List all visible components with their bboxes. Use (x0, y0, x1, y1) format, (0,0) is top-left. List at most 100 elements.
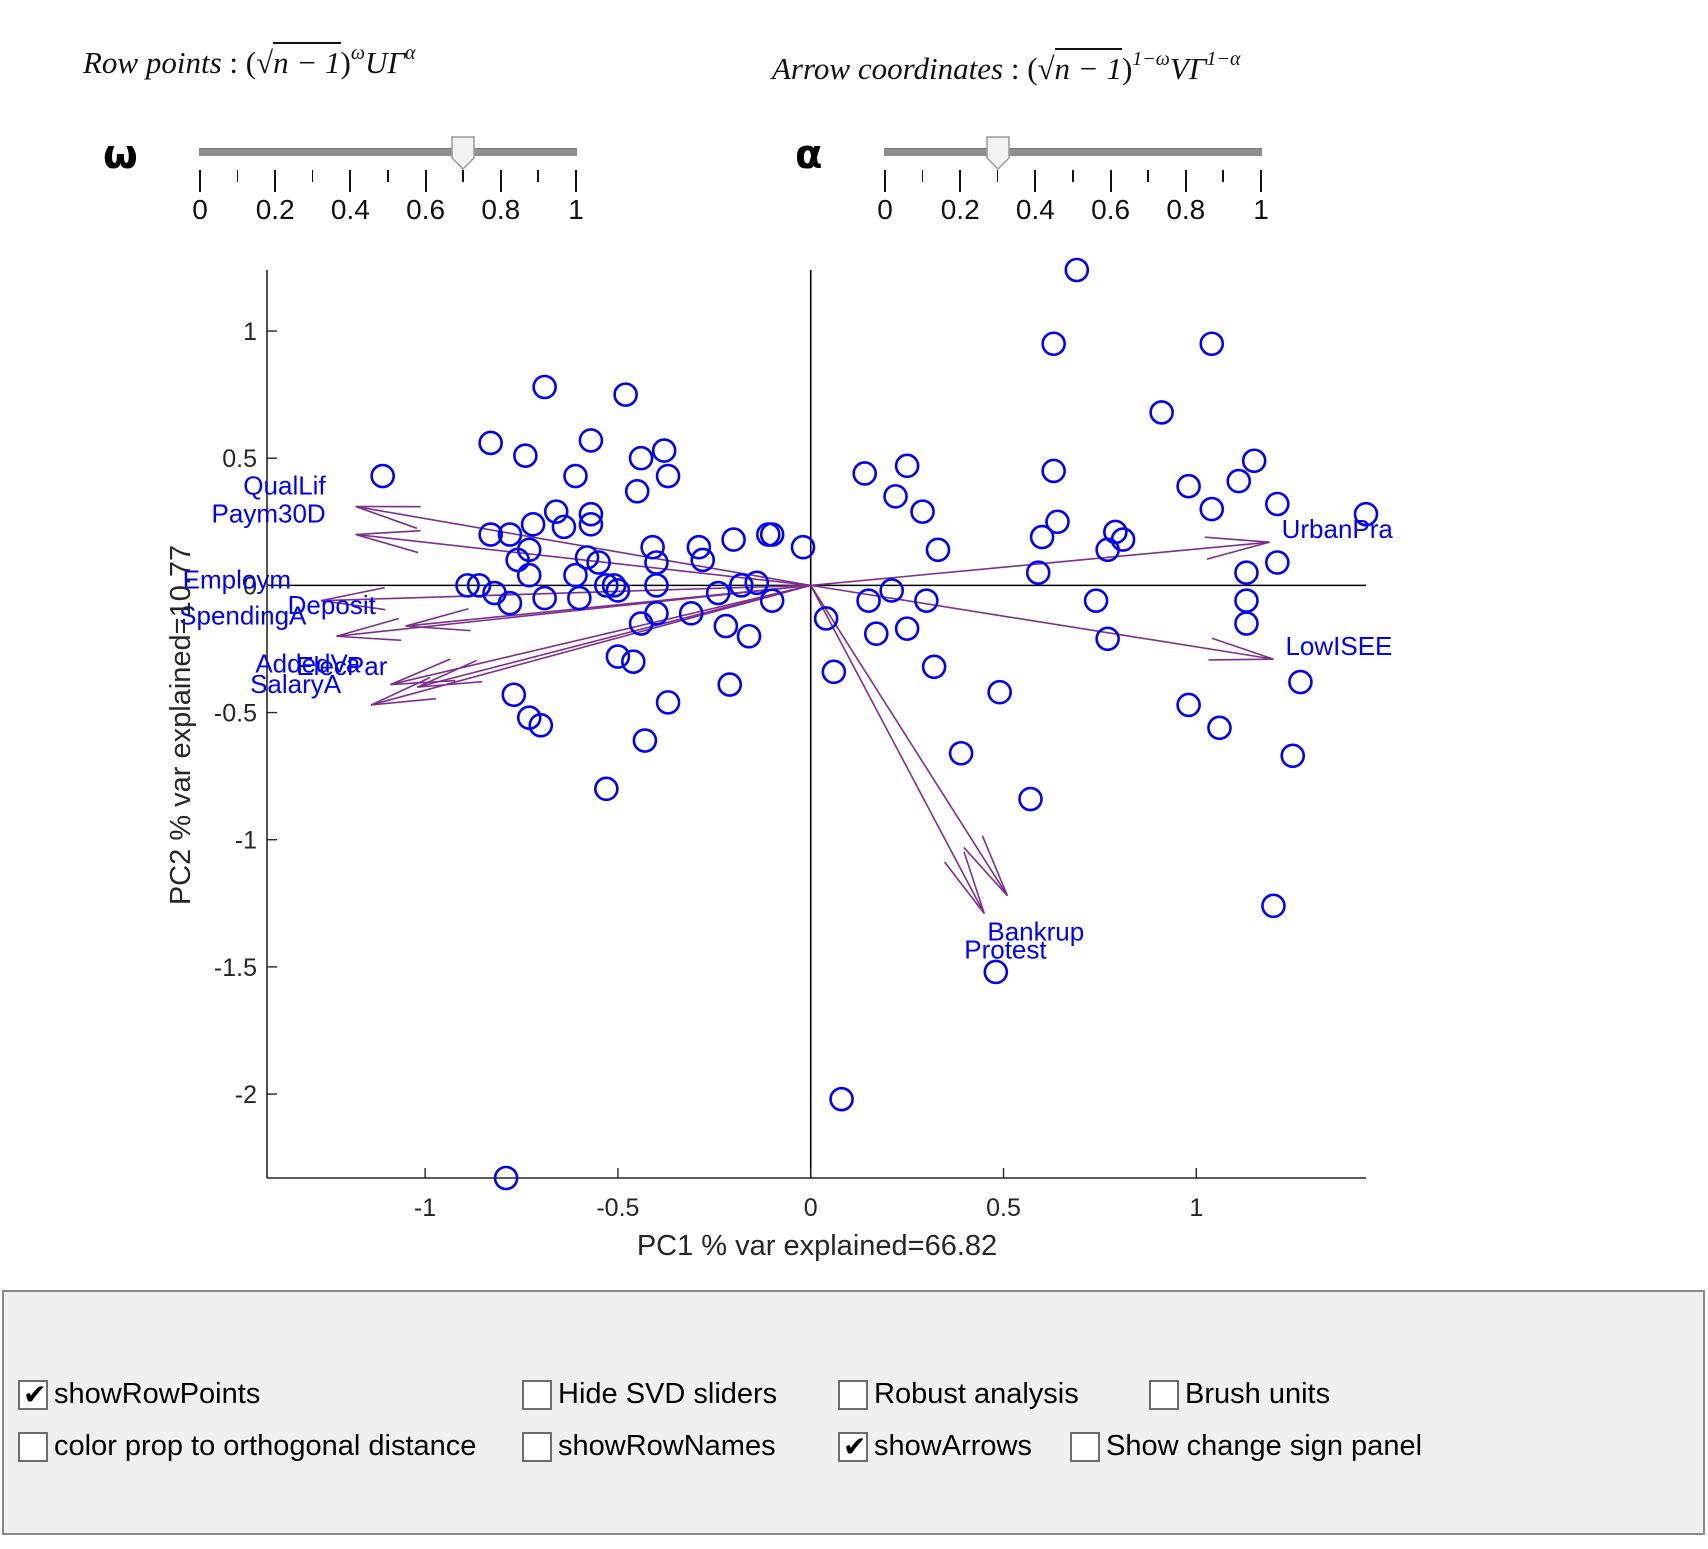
row-points-formula: Row points : (√n − 1)ωUΓα (83, 42, 416, 80)
slider-tick-label: 0.4 (1015, 194, 1055, 225)
row-point (567, 585, 592, 611)
row-point (501, 682, 527, 708)
slider-tick (236, 170, 239, 182)
row-point (1041, 331, 1066, 357)
arrow-shaft (810, 584, 1274, 660)
row-point (1199, 331, 1225, 357)
row-point (578, 428, 604, 453)
row-point (736, 623, 762, 649)
show-row-names-checkbox[interactable]: showRowNames (522, 1430, 776, 1463)
slider-tick (311, 170, 314, 182)
slider-tick-label: 0.8 (1166, 194, 1206, 225)
row-point (1207, 715, 1232, 741)
row-point (624, 478, 650, 504)
alpha-slider[interactable]: 0 0.2 0.4 0.6 0.8 1 (877, 136, 1269, 236)
checkbox-box[interactable]: ✔ (838, 1430, 868, 1463)
row-point (894, 616, 920, 641)
row-point (578, 512, 604, 537)
arrow-head (336, 617, 402, 642)
color-prop-orthogonal-distance-checkbox[interactable]: color prop to orthogonal distance (18, 1430, 476, 1463)
slider-tick-label: 0.2 (255, 194, 295, 225)
show-row-points-checkbox[interactable]: ✔ showRowPoints (18, 1378, 260, 1411)
arrow-head (1208, 637, 1274, 661)
checkbox-box[interactable]: ✔ (18, 1378, 48, 1411)
row-point (744, 570, 770, 596)
slider-tick-label: 0.6 (1091, 194, 1131, 225)
row-point (987, 679, 1012, 705)
row-point (605, 644, 631, 669)
row-point (655, 690, 681, 715)
row-point (856, 588, 881, 613)
row-point (644, 550, 669, 575)
y-tick-label: 0 (243, 572, 257, 600)
slider-tick (1184, 170, 1187, 192)
arrow-head (320, 586, 386, 611)
brush-units-checkbox[interactable]: Brush units (1149, 1378, 1330, 1411)
checkbox-box[interactable] (838, 1379, 868, 1410)
arrow-head (370, 676, 436, 706)
slider-tick-label: 0.6 (406, 194, 446, 225)
row-point (829, 1086, 854, 1112)
slider-tick (387, 170, 389, 182)
slider-tick-label: 1 (568, 194, 584, 225)
slider-tick (1034, 170, 1037, 192)
row-points-formula-label: Row points (83, 45, 222, 80)
row-point (1095, 537, 1120, 563)
arrow-head (390, 658, 456, 686)
checkbox-box[interactable] (522, 1431, 552, 1462)
row-point (1149, 400, 1174, 425)
row-point (651, 438, 677, 463)
hide-svd-sliders-checkbox[interactable]: Hide SVD sliders (522, 1378, 777, 1411)
checkbox-box[interactable] (1149, 1379, 1179, 1410)
robust-analysis-checkbox[interactable]: Robust analysis (838, 1378, 1079, 1411)
row-point (594, 573, 619, 598)
arrow-bankrup (810, 584, 1009, 897)
omega-slider[interactable]: 0 0.2 0.4 0.6 0.8 1 (192, 136, 584, 236)
y-tick-label: -2 (235, 1081, 257, 1109)
row-point (948, 740, 974, 766)
row-point (729, 573, 754, 598)
row-point (1083, 588, 1109, 613)
row-point (563, 562, 588, 588)
omega-label: ω (103, 132, 138, 178)
row-point (879, 578, 904, 603)
show-change-sign-panel-checkbox[interactable]: Show change sign panel (1070, 1430, 1422, 1463)
checkbox-box[interactable] (522, 1379, 552, 1410)
slider-tick-label: 0 (192, 194, 208, 225)
row-point (601, 573, 627, 598)
row-point (921, 654, 947, 680)
slider-thumb[interactable] (451, 136, 475, 171)
row-point (1176, 692, 1201, 718)
slider-tick-label: 0.8 (481, 194, 521, 225)
row-point (1226, 468, 1252, 494)
slider-tick (575, 170, 577, 192)
slider-tick (1109, 170, 1112, 192)
row-point (370, 463, 395, 489)
y-tick-label: -0.5 (214, 700, 257, 728)
variable-label-elecpar: ElecPar (296, 651, 387, 681)
show-arrows-checkbox[interactable]: ✔ showArrows (838, 1430, 1032, 1463)
row-point (478, 522, 503, 547)
row-point (1234, 560, 1259, 585)
arrow-head (943, 851, 986, 914)
slider-tick (499, 170, 502, 192)
slider-track[interactable] (199, 148, 577, 156)
row-point (628, 445, 654, 471)
row-point (1045, 509, 1070, 535)
row-point (644, 573, 669, 598)
row-point (532, 374, 557, 400)
row-point (532, 585, 557, 611)
arrow-shaft (355, 533, 811, 587)
row-point (1199, 496, 1225, 522)
slider-thumb[interactable] (986, 136, 1010, 171)
slider-tick (462, 170, 464, 182)
slider-tick-label: 1 (1253, 194, 1269, 225)
variable-label-protest: Protest (964, 934, 1047, 964)
row-point (690, 547, 716, 573)
slider-track[interactable] (884, 148, 1262, 156)
checkbox-box[interactable] (18, 1431, 48, 1462)
row-point (640, 534, 665, 560)
y-tick-label: -1.5 (214, 954, 257, 982)
row-point (1265, 491, 1290, 517)
checkbox-box[interactable] (1070, 1431, 1100, 1462)
